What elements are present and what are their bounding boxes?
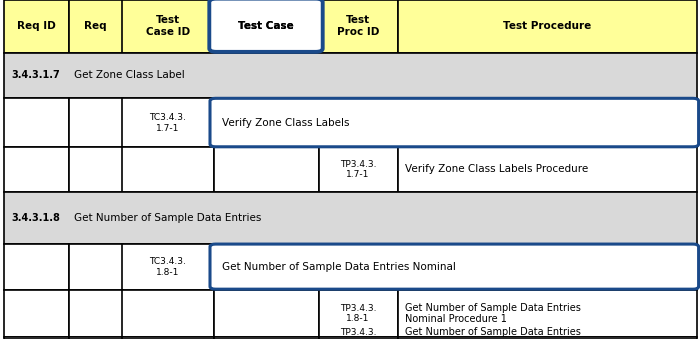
Text: TP3.4.3.
1.8-1: TP3.4.3. 1.8-1 (340, 304, 377, 323)
Bar (398, 147, 696, 192)
Bar (4, 192, 696, 244)
Bar (4, 147, 69, 192)
Text: TP3.4.3.
1.8-2: TP3.4.3. 1.8-2 (340, 328, 377, 339)
Bar (4, 0, 69, 53)
Bar (69, 290, 122, 337)
Text: Test
Proc ID: Test Proc ID (337, 16, 379, 37)
Text: Get Number of Sample Data Entries Nominal: Get Number of Sample Data Entries Nomina… (222, 262, 456, 272)
Bar (122, 244, 214, 290)
Text: Get Zone Class Label: Get Zone Class Label (74, 71, 185, 80)
Bar (122, 147, 214, 192)
Bar (122, 0, 214, 53)
Text: Test Procedure: Test Procedure (503, 21, 592, 31)
Bar (398, 0, 696, 53)
Bar (214, 290, 318, 337)
Bar (69, 98, 122, 147)
Bar (69, 337, 122, 339)
Bar (318, 337, 398, 339)
Bar (69, 0, 122, 53)
Bar (214, 337, 318, 339)
Text: TP3.4.3.
1.7-1: TP3.4.3. 1.7-1 (340, 160, 377, 179)
Text: TC3.4.3.
1.7-1: TC3.4.3. 1.7-1 (150, 113, 186, 133)
Text: Test Case: Test Case (238, 21, 294, 31)
Bar (398, 337, 696, 339)
Bar (214, 98, 696, 147)
Bar (4, 290, 69, 337)
Text: Req: Req (84, 21, 107, 31)
Bar (318, 290, 398, 337)
Bar (318, 0, 398, 53)
Bar (122, 337, 214, 339)
Bar (4, 337, 69, 339)
Text: Get Number of Sample Data Entries: Get Number of Sample Data Entries (74, 213, 262, 223)
Bar (214, 0, 318, 53)
Bar (318, 147, 398, 192)
Bar (4, 244, 69, 290)
Bar (122, 290, 214, 337)
FancyBboxPatch shape (210, 98, 699, 147)
Text: Req ID: Req ID (17, 21, 55, 31)
Bar (122, 98, 214, 147)
Bar (4, 53, 696, 98)
Text: Verify Zone Class Labels Procedure: Verify Zone Class Labels Procedure (405, 164, 588, 175)
Text: Test
Case ID: Test Case ID (146, 16, 190, 37)
FancyBboxPatch shape (209, 0, 323, 52)
Text: 3.4.3.1.7: 3.4.3.1.7 (12, 71, 60, 80)
Bar (214, 147, 318, 192)
Bar (4, 98, 69, 147)
Bar (214, 244, 696, 290)
Text: TC3.4.3.
1.8-1: TC3.4.3. 1.8-1 (150, 257, 186, 277)
Text: 3.4.3.1.8: 3.4.3.1.8 (12, 213, 60, 223)
FancyBboxPatch shape (210, 244, 699, 289)
Text: Get Number of Sample Data Entries
Nominal Procedure 2: Get Number of Sample Data Entries Nomina… (405, 327, 580, 339)
Bar (69, 147, 122, 192)
Bar (398, 290, 696, 337)
Bar (69, 244, 122, 290)
Text: Get Number of Sample Data Entries
Nominal Procedure 1: Get Number of Sample Data Entries Nomina… (405, 303, 580, 324)
Text: Test Case: Test Case (238, 21, 294, 31)
Text: Verify Zone Class Labels: Verify Zone Class Labels (222, 118, 349, 128)
